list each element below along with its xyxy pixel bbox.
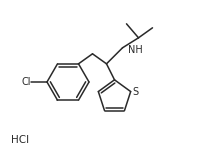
Text: HCl: HCl — [11, 135, 29, 145]
Text: S: S — [132, 87, 138, 97]
Text: NH: NH — [128, 45, 143, 55]
Text: Cl: Cl — [21, 77, 31, 87]
